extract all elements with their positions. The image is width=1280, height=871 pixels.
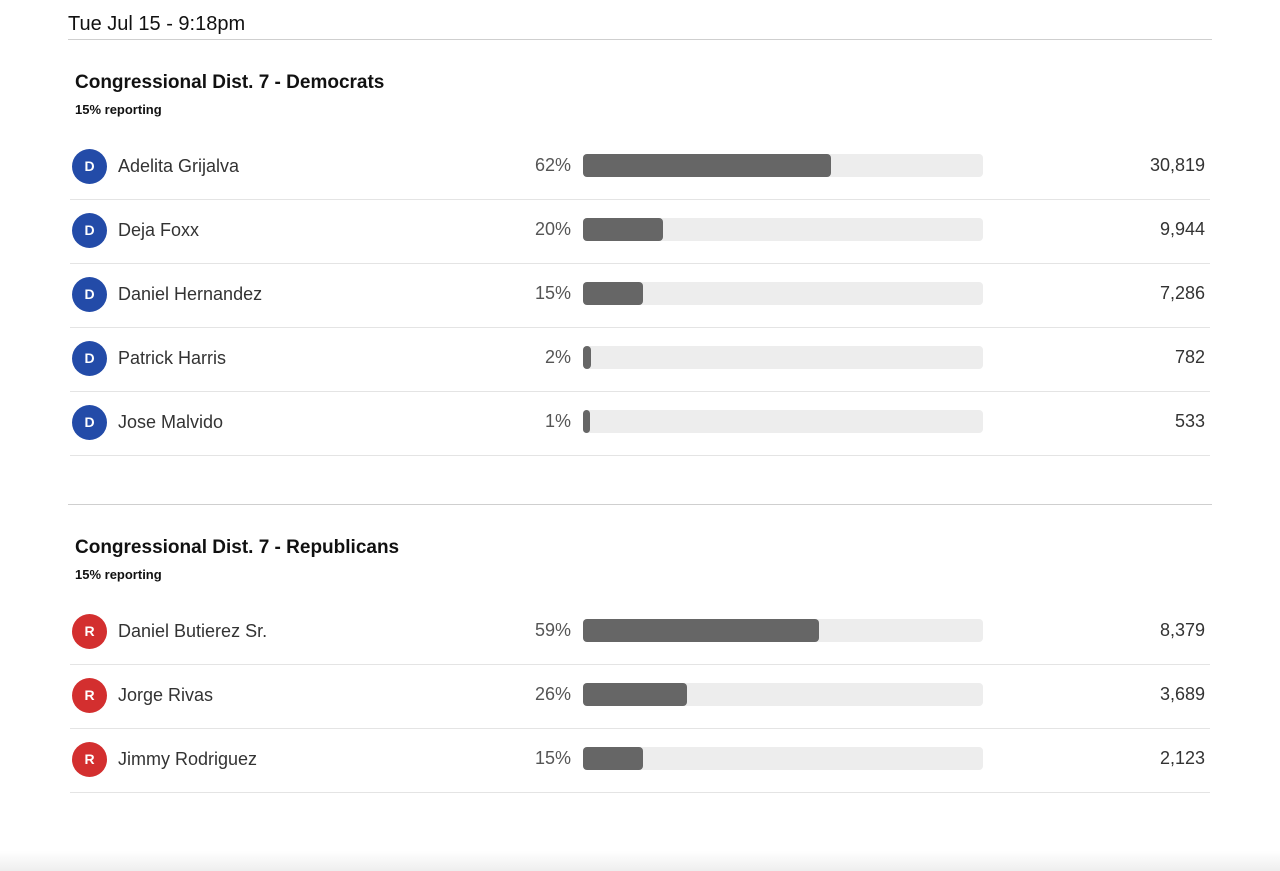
vote-count: 533 [1175,411,1205,432]
vote-percentage: 62% [490,155,571,176]
candidate-row: D Deja Foxx 20% 9,944 [70,200,1210,264]
candidate-row: D Adelita Grijalva 62% 30,819 [70,136,1210,200]
vote-share-bar [583,154,983,177]
section-divider [68,504,1212,505]
party-badge: R [72,614,107,649]
candidate-row: R Jimmy Rodriguez 15% 2,123 [70,729,1210,793]
vote-share-bar [583,683,983,706]
vote-percentage: 15% [490,748,571,769]
page-bottom-shade [0,851,1280,871]
race-title: Congressional Dist. 7 - Democrats [75,72,384,94]
vote-count: 9,944 [1160,219,1205,240]
vote-percentage: 59% [490,620,571,641]
vote-percentage: 26% [490,684,571,705]
candidate-row: D Patrick Harris 2% 782 [70,328,1210,392]
vote-percentage: 2% [490,347,571,368]
race-reporting-status: 15% reporting [75,102,162,117]
header-divider [68,39,1212,40]
party-badge: D [72,405,107,440]
vote-count: 782 [1175,347,1205,368]
race-reporting-status: 15% reporting [75,567,162,582]
candidate-name: Jorge Rivas [118,685,213,706]
party-badge: R [72,742,107,777]
candidate-row: D Jose Malvido 1% 533 [70,392,1210,456]
candidate-row: R Jorge Rivas 26% 3,689 [70,665,1210,729]
vote-share-bar-fill [583,346,591,369]
candidate-name: Deja Foxx [118,220,199,241]
vote-share-bar-fill [583,747,643,770]
vote-count: 8,379 [1160,620,1205,641]
party-badge: D [72,213,107,248]
vote-share-bar [583,619,983,642]
vote-count: 30,819 [1150,155,1205,176]
party-badge: D [72,277,107,312]
vote-share-bar-fill [583,410,590,433]
vote-percentage: 20% [490,219,571,240]
candidate-name: Daniel Hernandez [118,284,262,305]
race-title: Congressional Dist. 7 - Republicans [75,537,399,559]
candidate-name: Jose Malvido [118,412,223,433]
vote-share-bar [583,346,983,369]
party-badge: D [72,341,107,376]
vote-percentage: 15% [490,283,571,304]
vote-count: 7,286 [1160,283,1205,304]
vote-share-bar-fill [583,154,831,177]
vote-percentage: 1% [490,411,571,432]
results-timestamp: Tue Jul 15 - 9:18pm [68,13,245,36]
candidate-name: Jimmy Rodriguez [118,749,257,770]
candidate-name: Patrick Harris [118,348,226,369]
candidate-name: Daniel Butierez Sr. [118,621,267,642]
candidate-row: D Daniel Hernandez 15% 7,286 [70,264,1210,328]
vote-count: 3,689 [1160,684,1205,705]
candidate-row: R Daniel Butierez Sr. 59% 8,379 [70,601,1210,665]
candidate-name: Adelita Grijalva [118,156,239,177]
party-badge: D [72,149,107,184]
party-badge: R [72,678,107,713]
vote-share-bar-fill [583,619,819,642]
candidate-list: R Daniel Butierez Sr. 59% 8,379 R Jorge Rivas… [70,601,1210,793]
vote-share-bar [583,282,983,305]
vote-share-bar [583,218,983,241]
vote-share-bar-fill [583,683,687,706]
vote-share-bar [583,747,983,770]
vote-share-bar-fill [583,282,643,305]
candidate-list: D Adelita Grijalva 62% 30,819 D Deja Foxx 20% 9… [70,136,1210,456]
vote-share-bar-fill [583,218,663,241]
vote-count: 2,123 [1160,748,1205,769]
vote-share-bar [583,410,983,433]
